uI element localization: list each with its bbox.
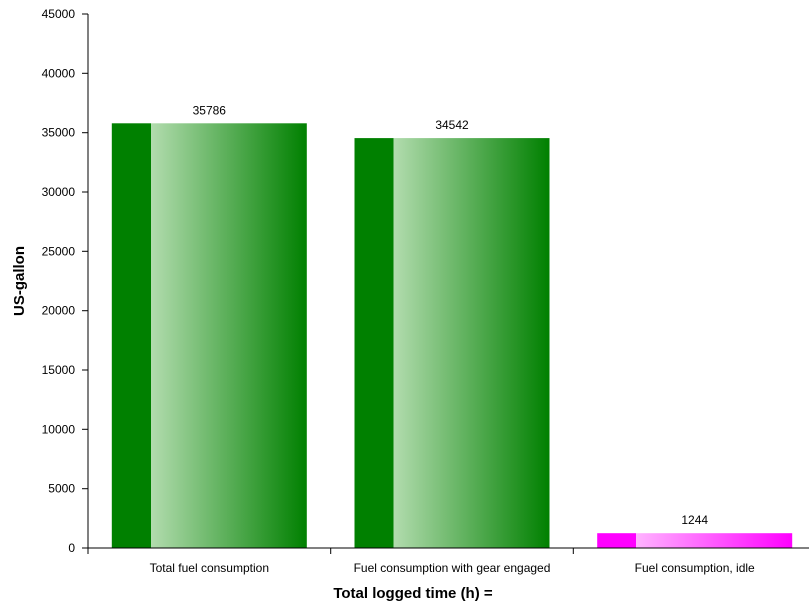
y-tick-label: 40000 bbox=[42, 66, 76, 80]
bars-group bbox=[111, 123, 793, 549]
value-labels-group: 35786 34542 1244 bbox=[193, 103, 709, 527]
y-tick-label: 10000 bbox=[42, 422, 76, 436]
x-axis: Total fuel consumption Fuel consumption w… bbox=[87, 547, 809, 575]
y-axis: 0 5000 10000 15000 20000 25000 30000 35000 40000… bbox=[42, 7, 89, 555]
y-tick-label: 20000 bbox=[42, 304, 76, 318]
y-tick-label: 5000 bbox=[48, 482, 75, 496]
x-category-label-1: Total fuel consumption bbox=[150, 561, 269, 575]
y-tick-label: 30000 bbox=[42, 185, 76, 199]
bar-3 bbox=[597, 533, 793, 548]
y-tick-label: 25000 bbox=[42, 244, 76, 258]
data-label-3: 1244 bbox=[681, 513, 708, 527]
y-tick-label: 45000 bbox=[42, 7, 76, 21]
y-axis-title: US-gallon bbox=[11, 246, 28, 316]
x-category-label-3: Fuel consumption, idle bbox=[635, 561, 755, 575]
y-tick-label: 0 bbox=[68, 541, 75, 555]
bar-1 bbox=[111, 123, 307, 549]
data-label-1: 35786 bbox=[193, 103, 227, 117]
x-axis-title: Total logged time (h) = bbox=[333, 585, 493, 602]
y-tick-label: 15000 bbox=[42, 363, 76, 377]
x-category-label-2: Fuel consumption with gear engaged bbox=[354, 561, 551, 575]
bar-2 bbox=[354, 138, 550, 548]
data-label-2: 34542 bbox=[435, 118, 469, 132]
y-tick-label: 35000 bbox=[42, 126, 76, 140]
